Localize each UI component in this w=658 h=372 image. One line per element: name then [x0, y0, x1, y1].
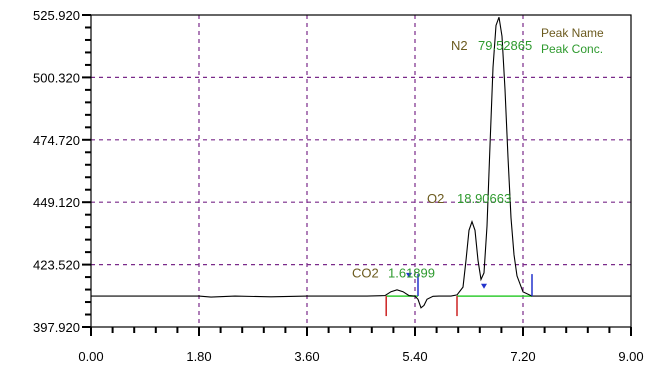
x-tick-label: 7.20 — [510, 349, 535, 364]
y-tick-label: 525.920 — [33, 8, 80, 23]
peak-apex-marker — [481, 283, 487, 289]
peak-name-label: N2 — [451, 38, 468, 53]
peak-boundary-marks — [385, 274, 533, 317]
peak-labels: CO2 1.61899 O2 18.90663 N2 79.52865 — [352, 38, 532, 280]
peak-name-label: CO2 — [352, 265, 379, 280]
peak-conc-label: 79.52865 — [478, 38, 532, 53]
x-tick-label: 3.60 — [294, 349, 319, 364]
peak-apex-marks — [406, 272, 487, 289]
x-tick-label: 5.40 — [402, 349, 427, 364]
signal-trace — [91, 17, 631, 309]
x-tick-label: 9.00 — [618, 349, 643, 364]
peak-name-label: O2 — [427, 191, 444, 206]
peak-conc-label: 1.61899 — [388, 265, 435, 280]
x-tick-label: 1.80 — [186, 349, 211, 364]
plot-frame — [90, 14, 632, 328]
axis-tick-labels: 0.00 1.80 3.60 5.40 7.20 9.00 397.920 423.520 44… — [33, 8, 644, 364]
y-tick-label: 449.120 — [33, 195, 80, 210]
y-tick-label: 397.920 — [33, 320, 80, 335]
y-tick-label: 474.720 — [33, 133, 80, 148]
legend-entry: Peak Conc. — [541, 42, 603, 56]
grid-lines — [91, 15, 631, 327]
peak-apex-marker — [406, 272, 412, 278]
y-tick-label: 423.520 — [33, 258, 80, 273]
y-tick-label: 500.320 — [33, 70, 80, 85]
plot-area — [91, 15, 631, 327]
peak-conc-label: 18.90663 — [457, 191, 511, 206]
legend: Peak Name Peak Conc. — [541, 26, 604, 56]
x-tick-label: 0.00 — [78, 349, 103, 364]
legend-entry: Peak Name — [541, 26, 604, 40]
axis-ticks — [82, 14, 632, 336]
